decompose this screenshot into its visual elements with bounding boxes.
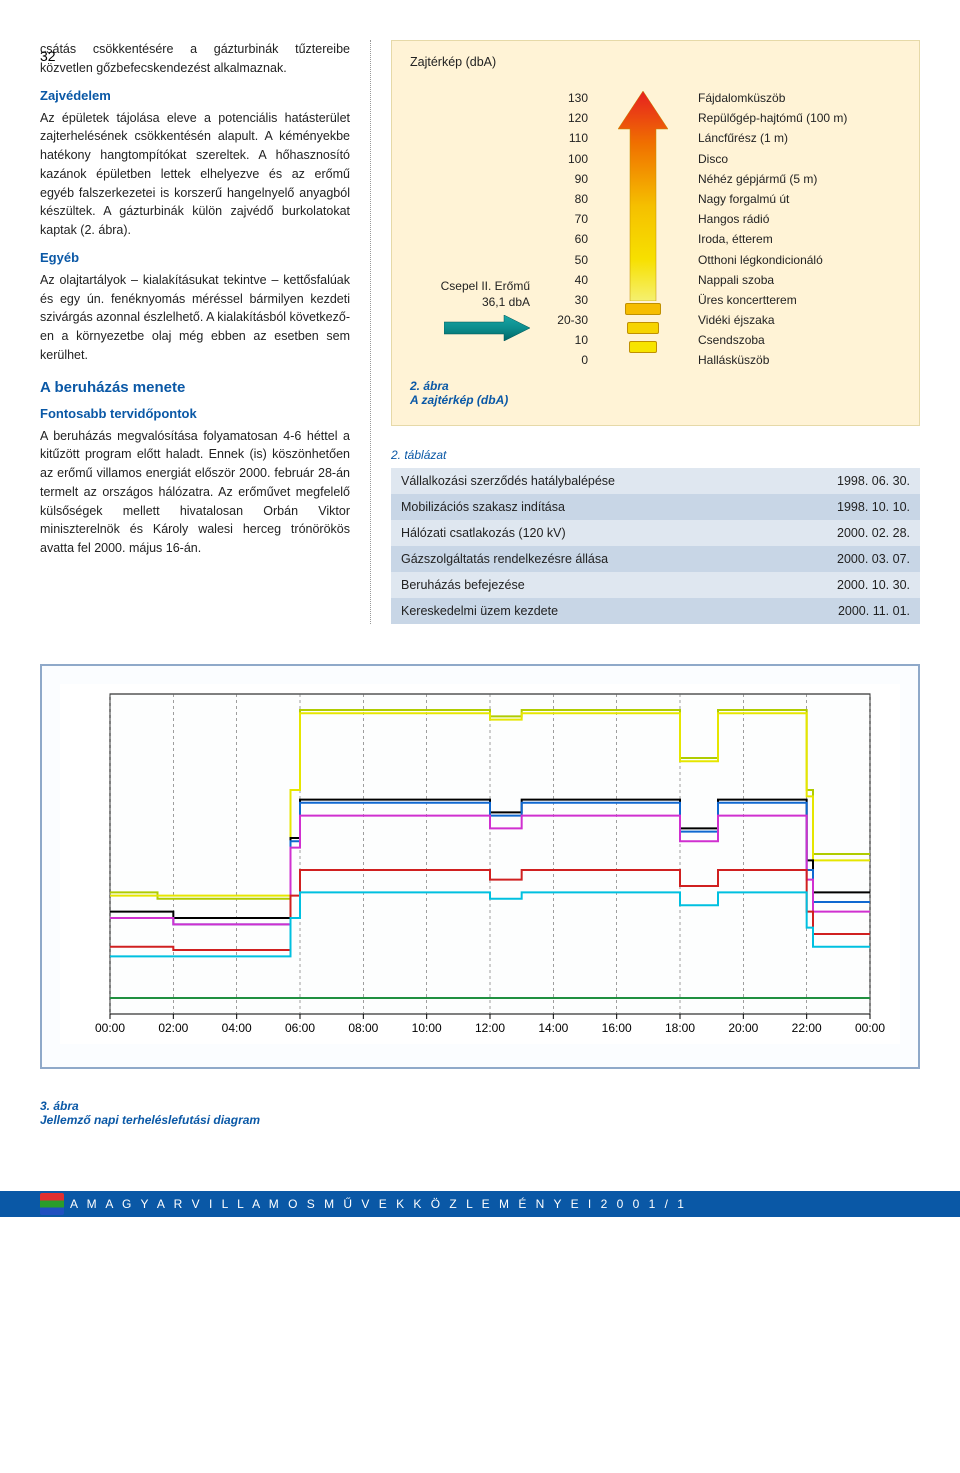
fig2-level-label: Otthoni légkondicionáló — [698, 253, 901, 267]
fig2-level-label: Fájdalomküszöb — [698, 91, 901, 105]
table-2-block: 2. táblázat Vállalkozási szerződés hatál… — [391, 448, 920, 624]
table-cell: 1998. 06. 30. — [770, 468, 920, 494]
fig2-title: Zajtérkép (dbA) — [410, 55, 496, 69]
fig2-level-value: 50 — [575, 253, 588, 267]
fig2-caption-text: A zajtérkép (dbA) — [410, 393, 508, 407]
teal-arrow-icon — [444, 315, 530, 341]
table-cell: Mobilizációs szakasz indítása — [391, 494, 770, 520]
footer-text: A M A G Y A R V I L L A M O S M Ű V E K … — [70, 1197, 687, 1211]
figure-3-load-diagram: 00:00 02:00 04:00 06:00 08:00 10:00 12:00 14:00… — [40, 664, 920, 1069]
table-row: Vállalkozási szerződés hatálybalépése199… — [391, 468, 920, 494]
fig2-gradient-column — [598, 91, 688, 367]
fig2-level-label: Hangos rádió — [698, 212, 901, 226]
table-cell: Vállalkozási szerződés hatálybalépése — [391, 468, 770, 494]
fig2-bar — [625, 303, 661, 315]
table-2-milestones: Vállalkozási szerződés hatálybalépése199… — [391, 468, 920, 624]
fig2-level-value: 100 — [568, 152, 588, 166]
svg-text:00:00: 00:00 — [95, 1021, 125, 1035]
left-column: csátás csökkentésére a gázturbinák tűzte… — [40, 40, 370, 624]
fig2-level-value: 10 — [575, 333, 588, 347]
table-cell: Kereskedelmi üzem kezdete — [391, 598, 770, 624]
svg-text:14:00: 14:00 — [538, 1021, 568, 1035]
fig3-caption-num: 3. ábra — [40, 1099, 79, 1113]
fig2-level-value: 120 — [568, 111, 588, 125]
fig2-level-value: 30 — [575, 293, 588, 307]
mvm-logo-icon — [40, 1193, 64, 1215]
svg-text:00:00: 00:00 — [855, 1021, 885, 1035]
fig2-level-label: Nappali szoba — [698, 273, 901, 287]
fig2-level-value: 40 — [575, 273, 588, 287]
svg-text:06:00: 06:00 — [285, 1021, 315, 1035]
svg-text:20:00: 20:00 — [728, 1021, 758, 1035]
svg-text:08:00: 08:00 — [348, 1021, 378, 1035]
footer-bar: A M A G Y A R V I L L A M O S M Ű V E K … — [0, 1191, 960, 1217]
table-cell: 2000. 10. 30. — [770, 572, 920, 598]
svg-text:22:00: 22:00 — [792, 1021, 822, 1035]
table2-caption: 2. táblázat — [391, 448, 920, 462]
svg-text:10:00: 10:00 — [412, 1021, 442, 1035]
fig3-caption-text: Jellemző napi terheléslefutási diagram — [40, 1113, 260, 1127]
fig2-level-label: Csendszoba — [698, 333, 901, 347]
right-column: Zajtérkép (dbA) Csepel II. Erőmű 36,1 db… — [371, 40, 920, 624]
svg-text:04:00: 04:00 — [222, 1021, 252, 1035]
svg-text:18:00: 18:00 — [665, 1021, 695, 1035]
fig2-level-value: 0 — [581, 353, 588, 367]
fig2-level-label: Nagy forgalmú út — [698, 192, 901, 206]
table-cell: 2000. 03. 07. — [770, 546, 920, 572]
heading-beruhazas: A beruházás menete — [40, 379, 350, 396]
table-cell: 2000. 02. 28. — [770, 520, 920, 546]
two-column-layout: csátás csökkentésére a gázturbinák tűzte… — [40, 40, 920, 624]
fig2-level-value: 70 — [575, 212, 588, 226]
gradient-arrow-icon — [618, 91, 668, 301]
table-row: Kereskedelmi üzem kezdete2000. 11. 01. — [391, 598, 920, 624]
fig2-level-label: Vidéki éjszaka — [698, 313, 901, 327]
page-number: 32 — [40, 48, 56, 64]
table-cell: Beruházás befejezése — [391, 572, 770, 598]
paragraph-beruh: A beruházás megvalósítása folyamato­san … — [40, 427, 350, 558]
table-cell: 1998. 10. 10. — [770, 494, 920, 520]
table-row: Hálózati csatlakozás (120 kV)2000. 02. 2… — [391, 520, 920, 546]
table-row: Beruházás befejezése2000. 10. 30. — [391, 572, 920, 598]
paragraph-egyeb: Az olajtartályok – kialakításukat tekint… — [40, 271, 350, 365]
table-row: Gázszolgáltatás rendelkezésre állása2000… — [391, 546, 920, 572]
heading-egyeb: Egyéb — [40, 250, 350, 265]
fig2-level-value: 20-30 — [557, 313, 588, 327]
svg-text:02:00: 02:00 — [158, 1021, 188, 1035]
fig2-level-value: 60 — [575, 232, 588, 246]
fig2-level-value: 110 — [569, 131, 588, 145]
table-cell: Gázszolgáltatás rendelkezésre állása — [391, 546, 770, 572]
heading-fontosabb: Fontosabb tervidőpontok — [40, 406, 350, 421]
heading-zajvedelem: Zajvédelem — [40, 88, 350, 103]
fig2-csepel-col: Csepel II. Erőmű 36,1 dbA — [410, 91, 530, 367]
figure-2-noise-map: Zajtérkép (dbA) Csepel II. Erőmű 36,1 db… — [391, 40, 920, 426]
fig2-bar — [627, 322, 659, 334]
fig2-level-value: 80 — [575, 192, 588, 206]
fig2-level-label: Disco — [698, 152, 901, 166]
paragraph-intro: csátás csökkentésére a gázturbinák tűzte… — [40, 40, 350, 78]
fig2-level-value: 90 — [575, 172, 588, 186]
fig2-level-label: Iroda, étterem — [698, 232, 901, 246]
table-row: Mobilizációs szakasz indítása1998. 10. 1… — [391, 494, 920, 520]
svg-text:16:00: 16:00 — [602, 1021, 632, 1035]
fig2-caption-num: 2. ábra — [410, 379, 449, 393]
fig2-level-value: 130 — [568, 91, 588, 105]
paragraph-zaj: Az épületek tájolása eleve a potenciális… — [40, 109, 350, 240]
fig2-csepel-value: 36,1 dbA — [482, 295, 530, 309]
fig2-level-label: Néhéz gépjármű (5 m) — [698, 172, 901, 186]
fig2-db-levels: 1301201101009080706050403020-30100 — [540, 91, 588, 367]
table-cell: Hálózati csatlakozás (120 kV) — [391, 520, 770, 546]
fig2-lower-bars — [623, 303, 663, 360]
table-cell: 2000. 11. 01. — [770, 598, 920, 624]
fig2-level-label: Repülőgép-hajtómű (100 m) — [698, 111, 901, 125]
fig2-csepel-name: Csepel II. Erőmű — [441, 279, 530, 293]
fig2-level-label: Üres koncertterem — [698, 293, 901, 307]
fig2-source-labels: Fájdalomküszöb Repülőgép-hajtómű (100 m) L… — [698, 91, 901, 367]
fig2-level-label: Hallásküszöb — [698, 353, 901, 367]
fig2-level-label: Láncfűrész (1 m) — [698, 131, 901, 145]
fig2-caption: 2. ábra A zajtérkép (dbA) — [410, 379, 901, 407]
fig3-caption: 3. ábra Jellemző napi terheléslefutási d… — [40, 1099, 920, 1127]
svg-text:12:00: 12:00 — [475, 1021, 505, 1035]
fig2-bar — [629, 341, 657, 353]
fig3-plot: 00:00 02:00 04:00 06:00 08:00 10:00 12:00 14:00… — [60, 684, 900, 1044]
